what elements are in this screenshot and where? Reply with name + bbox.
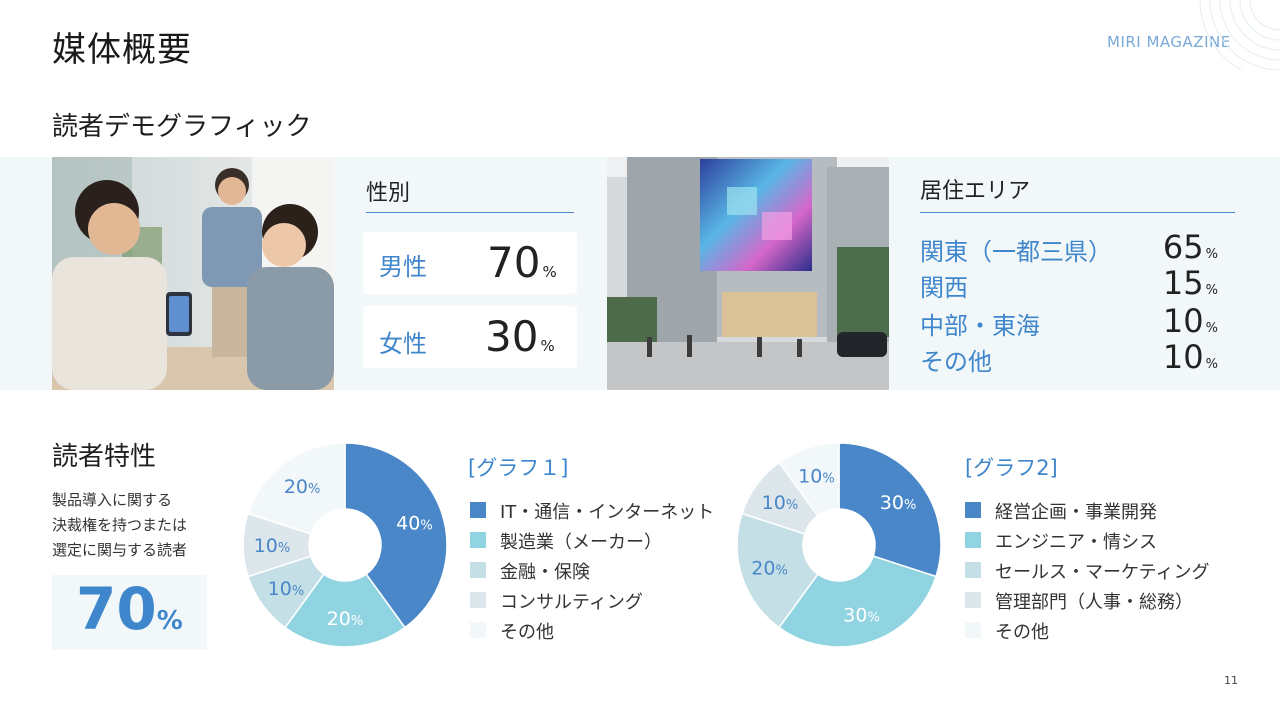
graph2-title: [グラフ2]	[965, 456, 1058, 480]
legend-swatch	[470, 502, 486, 518]
donut-value-label: 30%	[843, 604, 880, 626]
donut-slice	[777, 555, 937, 648]
gender-title: 性別	[366, 181, 411, 206]
donut-slice	[283, 573, 407, 648]
decorative-arcs	[1199, 0, 1280, 70]
legend-swatch	[470, 622, 486, 638]
area-label: 中部・東海	[920, 312, 1040, 340]
donut-value-label: 20%	[327, 608, 364, 630]
legend-label: その他	[995, 622, 1049, 643]
highlight-value: 70%	[76, 575, 183, 643]
traits-heading: 読者特性	[52, 442, 157, 472]
brand-logo: MIRI MAGAZINE	[1107, 33, 1231, 51]
graph1-legend: IT・通信・インターネット 製造業（メーカー） 金融・保険コンサルティング その他	[470, 498, 730, 643]
legend-swatch	[965, 532, 981, 548]
donut-value-label: 10%	[254, 535, 291, 557]
legend-swatch	[965, 592, 981, 608]
photo-readers	[52, 157, 334, 390]
traits-highlight: 70%	[52, 575, 207, 650]
area-value: 15%	[1162, 264, 1218, 302]
demographics-heading: 読者デモグラフィック	[52, 112, 312, 142]
area-row: 関西 15%	[920, 264, 1230, 302]
donut-value-label: 20%	[284, 476, 321, 498]
donut-value-label: 10%	[268, 578, 305, 600]
legend-swatch	[965, 622, 981, 638]
area-label: その他	[920, 348, 992, 376]
area-divider	[920, 212, 1235, 213]
gender-value: 30%	[485, 312, 555, 361]
legend-swatch	[965, 502, 981, 518]
gender-row-male: 男性 70%	[363, 232, 577, 294]
area-row: 中部・東海 10%	[920, 302, 1230, 340]
donut-slice	[344, 442, 448, 629]
donut-chart-1: 40% 20% 10% 10% 20%	[242, 442, 448, 648]
area-label: 関西	[920, 274, 968, 302]
traits-description: 製品導入に関する 決裁権を持つまたは 選定に関与する読者	[52, 491, 188, 559]
donut-slice	[777, 442, 840, 517]
photo-city	[607, 157, 889, 390]
legend-swatch	[470, 562, 486, 578]
legend-label: 金融・保険	[500, 562, 590, 583]
gender-row-female: 女性 30%	[363, 306, 577, 368]
donut-slice	[736, 512, 819, 629]
page-title: 媒体概要	[52, 30, 192, 70]
legend-swatch	[470, 592, 486, 608]
donut-value-label: 20%	[751, 558, 788, 580]
area-value: 10%	[1162, 302, 1218, 340]
donut-value-label: 10%	[798, 466, 835, 488]
donut-slice	[838, 442, 942, 578]
gender-label: 男性	[379, 253, 427, 281]
legend-label: エンジニア・情シス	[995, 532, 1157, 553]
area-row: その他 10%	[920, 338, 1230, 376]
legend-label: セールス・マーケティング	[995, 562, 1210, 583]
legend-label: IT・通信・インターネット	[500, 502, 715, 523]
legend-label: 管理部門（人事・総務）	[995, 592, 1193, 613]
graph1-title: [グラフ１]	[468, 456, 569, 480]
page-number: 11	[1224, 674, 1238, 687]
donut-value-label: 40%	[396, 512, 433, 534]
gender-value: 70%	[487, 238, 557, 287]
gender-label: 女性	[379, 330, 427, 358]
graph2-legend: 経営企画・事業開発 エンジニア・情シスセールス・マーケティング 管理部門（人事・総務…	[965, 498, 1235, 643]
legend-label: その他	[500, 622, 554, 643]
donut-value-label: 10%	[762, 492, 799, 514]
area-label: 関東（一都三県）	[920, 238, 1112, 266]
legend-swatch	[470, 532, 486, 548]
legend-swatch	[965, 562, 981, 578]
area-title: 居住エリア	[920, 179, 1031, 204]
legend-label: コンサルティング	[500, 592, 643, 613]
legend-label: 製造業（メーカー）	[500, 532, 662, 553]
area-row: 関東（一都三県） 65%	[920, 228, 1230, 266]
legend-label: 経営企画・事業開発	[995, 502, 1157, 523]
donut-chart-2: 30% 30% 20% 10% 10%	[736, 442, 942, 648]
area-value: 65%	[1162, 228, 1218, 266]
gender-divider	[366, 212, 574, 213]
area-value: 10%	[1162, 338, 1218, 376]
donut-value-label: 30%	[880, 492, 917, 514]
donut-slice	[247, 442, 346, 535]
